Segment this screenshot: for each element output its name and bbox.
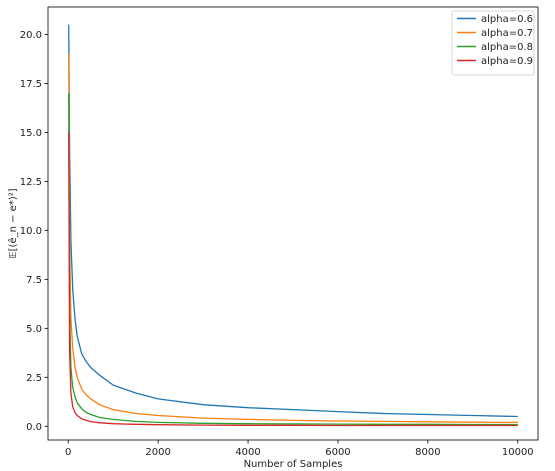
y-tick-label: 0.0: [26, 422, 42, 433]
x-tick-label: 8000: [415, 447, 440, 458]
series-line-3: [68, 93, 518, 426]
series-line-4: [68, 132, 518, 427]
y-tick-label: 7.5: [26, 275, 42, 286]
x-tick-label: 0: [65, 447, 71, 458]
series-line-2: [68, 53, 518, 424]
plot-frame: [47, 6, 539, 441]
series-lines: [68, 24, 518, 427]
y-tick-label: 20.0: [20, 30, 42, 41]
series-line-1: [68, 24, 518, 418]
legend-label: alpha=0.9: [481, 56, 533, 67]
y-tick-label: 12.5: [20, 177, 42, 188]
y-tick-label: 15.0: [20, 128, 42, 139]
y-tick-label: 10.0: [20, 226, 42, 237]
x-tick-label: 4000: [235, 447, 260, 458]
legend-label: alpha=0.7: [481, 28, 533, 39]
y-tick-label: 5.0: [26, 324, 42, 335]
x-tick-label: 10000: [502, 447, 534, 458]
y-tick-label: 17.5: [20, 79, 42, 90]
x-axis-label: Number of Samples: [244, 459, 343, 470]
x-axis: 0 2000 4000 6000 8000 10000: [65, 440, 534, 458]
y-axis: 0.0 2.5 5.0 7.5 10.0 12.5 15.0 17.5 20.0: [20, 30, 48, 433]
legend-box: [451, 10, 535, 76]
legend: alpha=0.6 alpha=0.7 alpha=0.8 alpha=0.9: [451, 10, 535, 76]
y-axis-label: 𝔼[(ê_n − e*)²]: [7, 188, 19, 258]
x-tick-label: 2000: [145, 447, 170, 458]
x-tick-label: 6000: [325, 447, 350, 458]
legend-label: alpha=0.8: [481, 42, 533, 53]
y-tick-label: 2.5: [26, 373, 42, 384]
legend-label: alpha=0.6: [481, 14, 533, 25]
